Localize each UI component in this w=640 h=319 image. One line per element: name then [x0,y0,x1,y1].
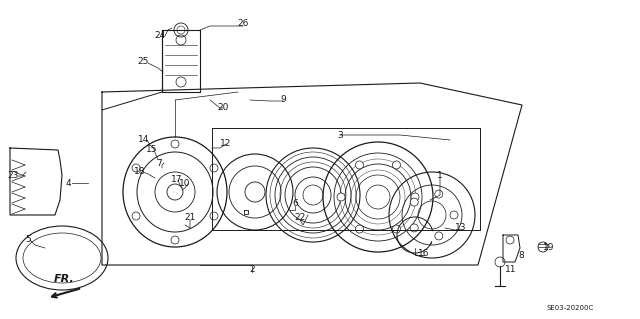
Text: 21: 21 [184,213,196,222]
Text: 7: 7 [156,159,162,167]
Text: 6: 6 [292,199,298,209]
Text: 8: 8 [518,251,524,261]
Circle shape [337,193,345,201]
Text: 12: 12 [220,138,232,147]
Text: 25: 25 [138,57,148,66]
Text: 20: 20 [218,102,228,112]
Text: 14: 14 [138,135,150,144]
Circle shape [410,224,418,232]
Text: 9: 9 [280,95,286,105]
Text: 4: 4 [65,179,71,188]
Text: 22: 22 [294,213,306,222]
Text: SE03-20200C: SE03-20200C [547,305,594,311]
Text: 23: 23 [7,172,19,181]
Text: 18: 18 [134,167,146,175]
Text: 5: 5 [25,235,31,244]
Circle shape [450,211,458,219]
Circle shape [355,225,364,233]
Circle shape [410,198,418,206]
Text: 19: 19 [543,243,555,253]
Text: 15: 15 [147,145,157,154]
Circle shape [355,161,364,169]
Text: 1: 1 [437,170,443,180]
Text: 11: 11 [505,265,516,275]
Text: FR.: FR. [54,274,74,284]
Text: 13: 13 [455,224,467,233]
Text: 10: 10 [179,179,191,188]
Text: 2: 2 [249,265,255,275]
Circle shape [392,161,401,169]
Text: 17: 17 [172,174,183,183]
Circle shape [435,190,443,198]
Circle shape [392,225,401,233]
Circle shape [435,232,443,240]
Text: 3: 3 [337,130,343,139]
Text: 16: 16 [419,249,429,257]
Circle shape [411,193,419,201]
Text: 26: 26 [237,19,249,28]
Text: 24: 24 [154,31,166,40]
